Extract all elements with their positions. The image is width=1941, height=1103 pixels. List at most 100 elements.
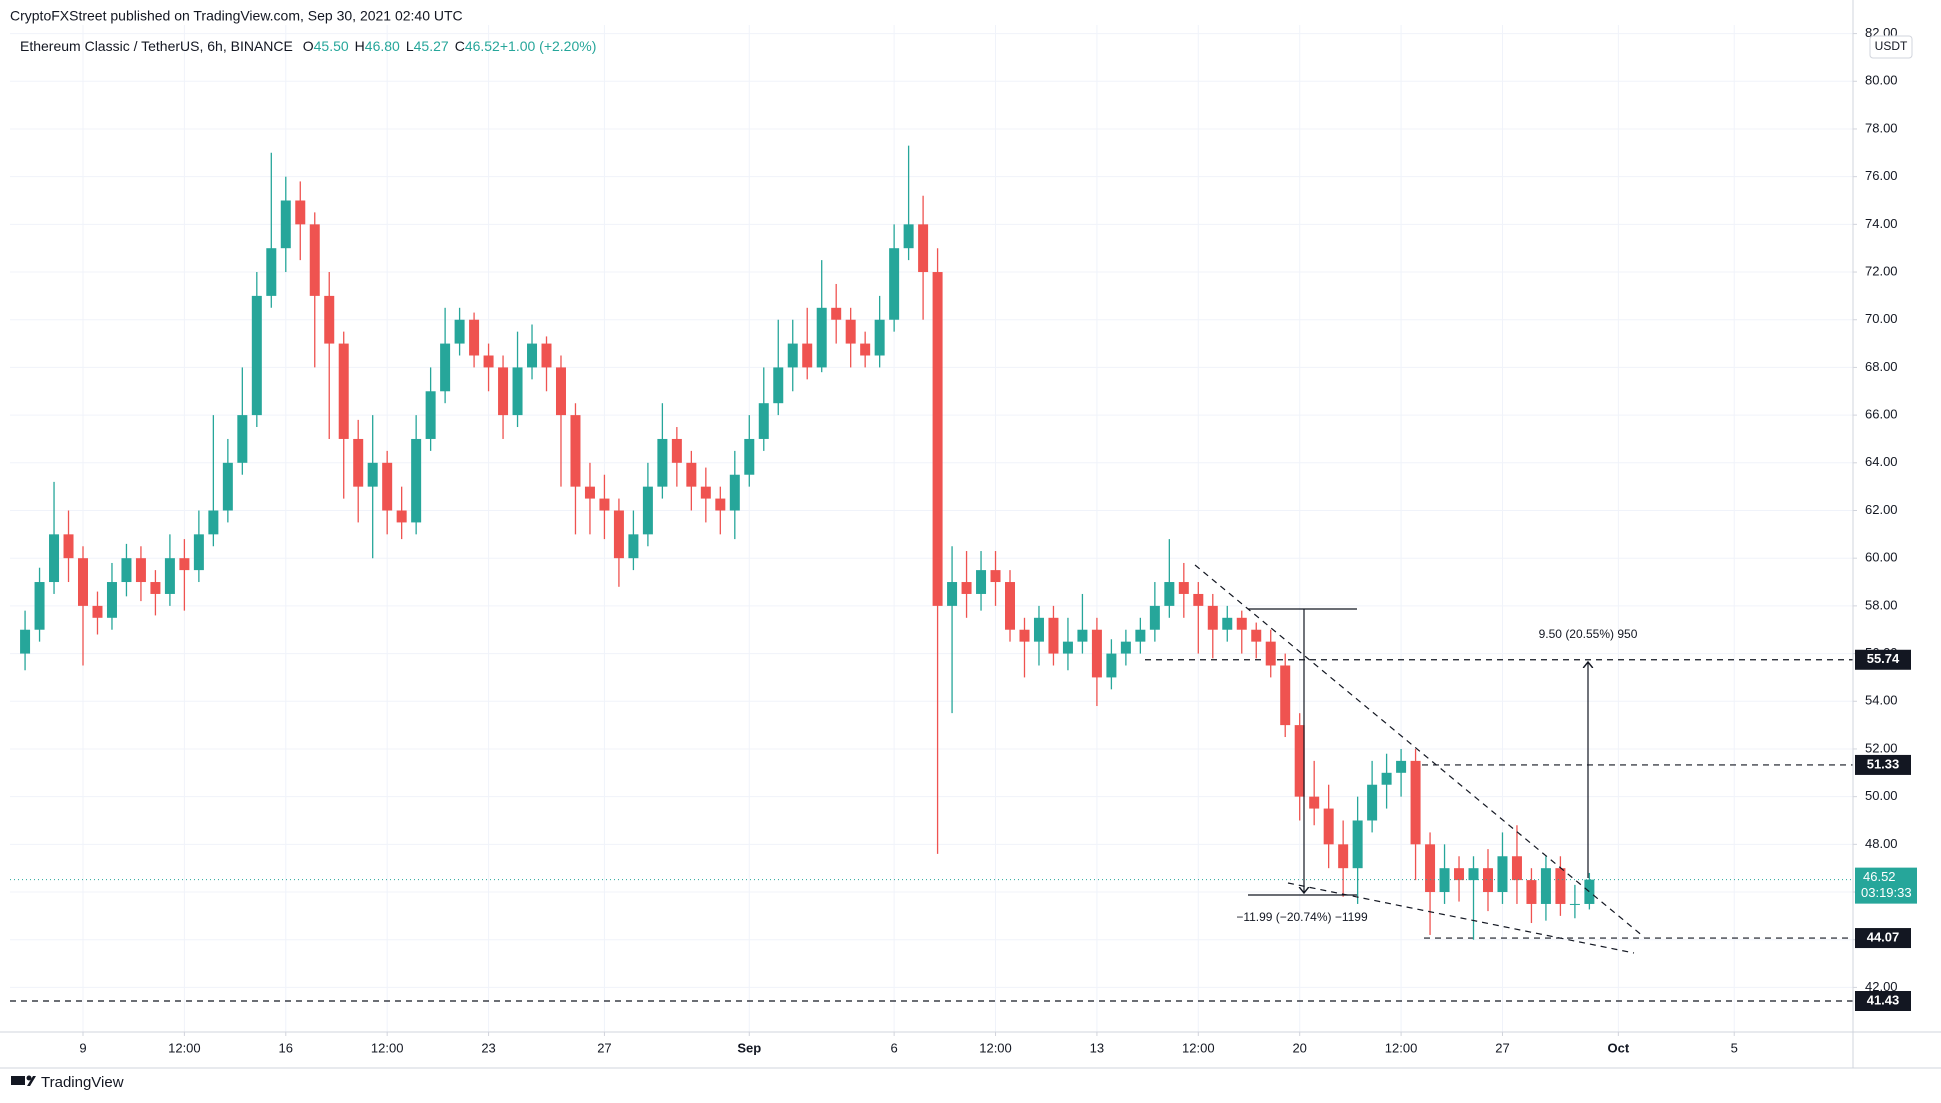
candle-body [469,319,480,356]
candle-body [338,343,349,439]
candle-body [1222,617,1233,630]
ohlc-part: +1.00 (+2.20%) [500,38,597,54]
candle-body [1164,582,1175,606]
candle-body [889,248,900,320]
ohlc-part: H [355,38,365,54]
candle-body [1497,856,1508,893]
candle-body [309,224,320,296]
candle-body [1352,820,1363,869]
ohlc-part: 45.27 [414,38,449,54]
candle-body [208,510,219,535]
level-box [1855,649,1911,670]
candle-body [599,498,610,511]
y-tick-label: 50.00 [1865,788,1898,803]
y-tick-label: 42.00 [1865,979,1898,994]
candle-body [1323,808,1334,845]
candle-body [903,224,914,249]
annotation: −11.99 (−20.74%) −1199 [1236,910,1368,924]
ohlc-part: 46.80 [365,38,400,54]
brand-logo [11,1075,36,1086]
candle-body [990,570,1001,583]
candle-body [49,534,60,583]
candle-body [164,558,175,594]
candle-body [1381,772,1392,785]
x-tick-label: Sep [737,1040,761,1055]
candle-body [193,534,204,571]
y-tick-label: 80.00 [1865,73,1898,88]
candle-body [1309,796,1320,809]
x-tick-label: 9 [79,1040,86,1055]
candle-body [1584,879,1595,904]
candle-body [135,558,146,583]
candle-body [483,355,494,368]
candle-body [1540,868,1551,904]
candle-body [613,510,624,559]
candle-body [1468,868,1479,881]
candle-body [584,486,595,499]
candle-body [845,319,856,344]
candle-body [266,248,277,296]
y-tick-label: 58.00 [1865,597,1898,612]
candle-body [758,403,769,439]
candle-body [1207,605,1218,630]
candle-body [1005,582,1016,630]
candle-body [1367,784,1378,821]
candle-body [1251,629,1262,642]
ohlc-part: 45.50 [314,38,349,54]
candle-body [92,605,103,618]
x-tick-label: 20 [1292,1040,1306,1055]
candle-body [1482,868,1493,893]
x-tick-label: Oct [1608,1040,1630,1055]
x-tick-label: 16 [279,1040,293,1055]
drawings [1194,564,1645,954]
candle-body [773,367,784,404]
candle-body [671,438,682,463]
ohlc-part: L [406,38,414,54]
axes: 42.0044.0046.0048.0050.0052.0054.0056.00… [0,0,1941,1069]
candle-body [816,307,827,368]
y-tick-label: 74.00 [1865,216,1898,231]
candle-body [251,295,262,416]
candle-body [932,272,943,606]
y-tick-label: 72.00 [1865,263,1898,278]
candle-body [1077,629,1088,642]
candle-body [976,570,987,594]
candle-body [179,558,190,571]
y-tick-label: 52.00 [1865,740,1898,755]
candle-body [657,438,668,487]
candle-body [78,558,89,606]
candle-body [411,438,422,523]
candle-body [440,343,451,392]
candle-body [570,415,581,487]
candle-body [744,438,755,475]
candle-body [700,486,711,499]
publisher: CryptoFXStreet published on TradingView.… [10,8,463,24]
y-tick-label: 48.00 [1865,836,1898,851]
y-tick-label: 62.00 [1865,502,1898,517]
candle-body [1280,665,1291,726]
x-tick-label: 12:00 [371,1040,404,1055]
candle-body [947,582,958,606]
x-tick-label: 27 [597,1040,611,1055]
candle-body [382,462,393,511]
candle-body [686,462,697,487]
candle-body [787,343,798,368]
level-label: 51.33 [1867,756,1900,771]
x-tick-label: 27 [1495,1040,1509,1055]
candle-body [1019,629,1030,642]
candle-body [454,319,465,344]
candle-body [555,367,566,416]
price-box [1855,867,1917,904]
candle-body [295,200,306,225]
candle-body [961,582,972,594]
level-box [1855,991,1911,1012]
y-tick-label: 70.00 [1865,311,1898,326]
candle-body [237,415,248,463]
candle-body [1569,903,1580,905]
candle-body [1236,617,1247,630]
candle-body [324,295,335,344]
x-tick-label: 23 [481,1040,495,1055]
candle-body [1149,605,1160,630]
